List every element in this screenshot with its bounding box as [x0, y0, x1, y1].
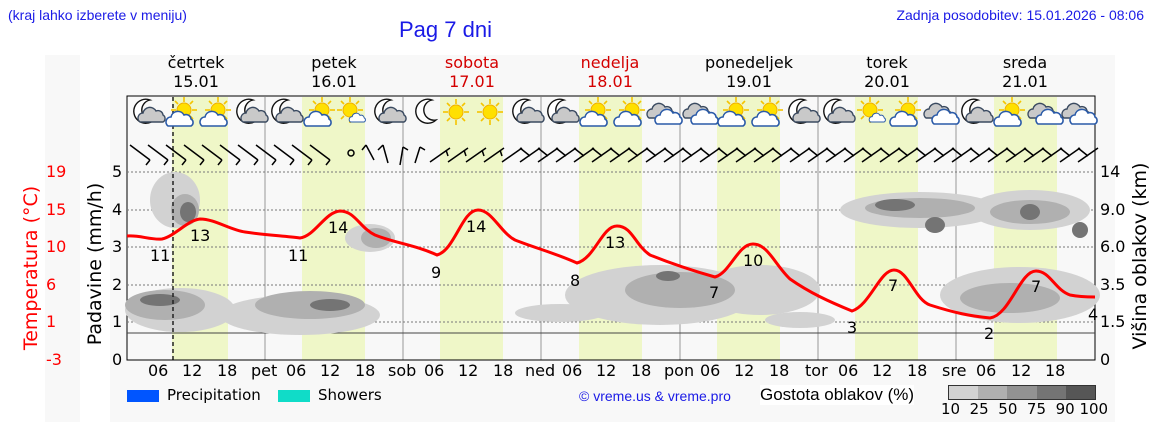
svg-text:13: 13: [190, 226, 210, 245]
precipitation-legend-label: Precipitation: [167, 386, 261, 404]
svg-text:2: 2: [984, 324, 994, 343]
svg-text:4: 4: [1088, 305, 1098, 324]
svg-text:7: 7: [1031, 277, 1041, 296]
precip-axis-title: Padavine (mm/h): [84, 183, 106, 346]
temp-data-labels: 11 13 11 14 9 14 8 13 7 10 3 7 2 7 4: [150, 217, 1098, 343]
precipitation-swatch: [127, 390, 159, 402]
svg-text:14: 14: [328, 218, 348, 237]
svg-text:13: 13: [605, 233, 625, 252]
precip-tick-4: 4: [112, 200, 123, 219]
precip-tick-3: 3: [112, 237, 123, 256]
temp-tick-6: 6: [46, 275, 57, 294]
x-axis-labels: 06 12 18 pet 06 12 18 sob 06 12 18 ned 0…: [148, 361, 1066, 380]
cloud-density-label: Gostota oblakov (%): [760, 385, 915, 405]
cloud-density-scale: [948, 385, 1096, 400]
temp-tick-19: 19: [46, 162, 67, 181]
day-label-4: nedelja 18.01: [580, 53, 640, 91]
precip-tick-1: 1: [112, 312, 123, 331]
cloud-tick-0: 0: [1100, 350, 1111, 369]
page-title: Pag 7 dni: [399, 17, 492, 42]
panel-divider: [80, 55, 110, 422]
last-update: Zadnja posodobitev: 15.01.2026 - 08:06: [896, 7, 1144, 23]
copyright-link[interactable]: © vreme.us & vreme.pro: [579, 388, 731, 404]
precip-tick-5: 5: [112, 162, 123, 181]
svg-text:11: 11: [288, 246, 308, 265]
day-label-6: torek 20.01: [864, 53, 910, 91]
showers-legend-label: Showers: [318, 386, 382, 404]
day-label-7: sreda 21.01: [1002, 53, 1048, 91]
day-label-5: ponedeljek 19.01: [705, 53, 793, 91]
svg-text:3: 3: [847, 318, 857, 337]
precip-tick-2: 2: [112, 275, 123, 294]
cloud-tick-1-5: 1.5: [1100, 312, 1126, 331]
svg-text:7: 7: [888, 276, 898, 295]
svg-text:10: 10: [743, 251, 763, 270]
day-label-3: sobota 17.01: [444, 53, 500, 91]
cloud-tick-14: 14: [1100, 162, 1121, 181]
temp-tick-1: 1: [46, 312, 57, 331]
svg-text:14: 14: [466, 217, 486, 236]
temperature-curve: [126, 208, 1096, 320]
cloud-density-areas: [125, 172, 1100, 335]
day-label-2: petek 16.01: [311, 53, 357, 91]
wind-barbs: [129, 144, 1099, 166]
svg-text:8: 8: [570, 271, 580, 290]
day-label-1: četrtek 15.01: [167, 53, 225, 91]
temp-tick-10: 10: [46, 237, 67, 256]
svg-text:9: 9: [431, 263, 441, 282]
showers-swatch: [278, 390, 310, 402]
cloud-tick-9: 9.0: [1100, 200, 1126, 219]
precip-tick-0: 0: [112, 350, 123, 369]
cloud-tick-3-5: 3.5: [1100, 275, 1126, 294]
cloud-tick-6: 6.0: [1100, 237, 1126, 256]
temp-tick-15: 15: [46, 200, 67, 219]
cloud-axis-title: Višina oblakov (km): [1129, 163, 1151, 350]
temp-axis-title: Temperatura (°C): [20, 186, 42, 351]
svg-text:7: 7: [709, 283, 719, 302]
svg-text:11: 11: [150, 246, 170, 265]
location-hint: (kraj lahko izberete v meniju): [8, 7, 187, 23]
temp-tick-minus3: -3: [46, 350, 62, 369]
cloud-density-ticks: 10 25 50 75 90 100: [941, 400, 1109, 418]
